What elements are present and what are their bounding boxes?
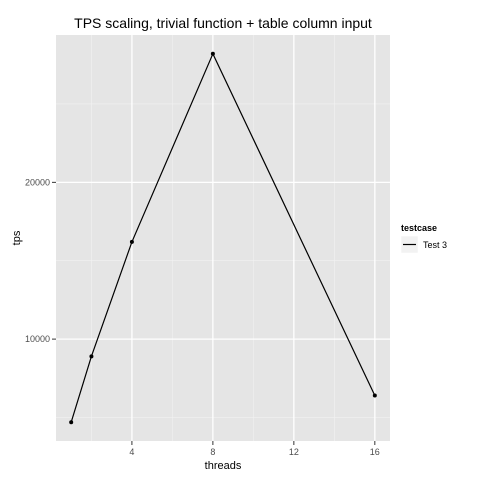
legend: testcase Test 3	[400, 223, 447, 254]
x-axis-title: threads	[205, 460, 242, 472]
major-gridlines	[56, 35, 390, 441]
data-point	[210, 51, 215, 56]
y-tick-label: 10000	[25, 334, 50, 344]
y-axis-title: tps	[11, 230, 23, 245]
x-axis-ticks: 4 8 12 16	[129, 441, 380, 457]
x-tick-label: 12	[289, 447, 299, 457]
data-point	[89, 354, 94, 359]
legend-title: testcase	[401, 223, 437, 233]
data-point	[129, 239, 134, 244]
series-layer	[69, 51, 377, 425]
legend-items: Test 3	[400, 235, 447, 254]
data-point	[372, 393, 377, 398]
data-point	[69, 420, 74, 425]
legend-label: Test 3	[423, 240, 447, 250]
x-tick-label: 4	[129, 447, 134, 457]
y-tick-label: 20000	[25, 177, 50, 187]
chart-title: TPS scaling, trivial function + table co…	[74, 15, 372, 31]
y-axis-ticks: 10000 20000	[25, 177, 56, 344]
plot-panel	[56, 35, 390, 441]
x-tick-label: 8	[210, 447, 215, 457]
minor-gridlines	[56, 35, 390, 441]
x-tick-label: 16	[370, 447, 380, 457]
